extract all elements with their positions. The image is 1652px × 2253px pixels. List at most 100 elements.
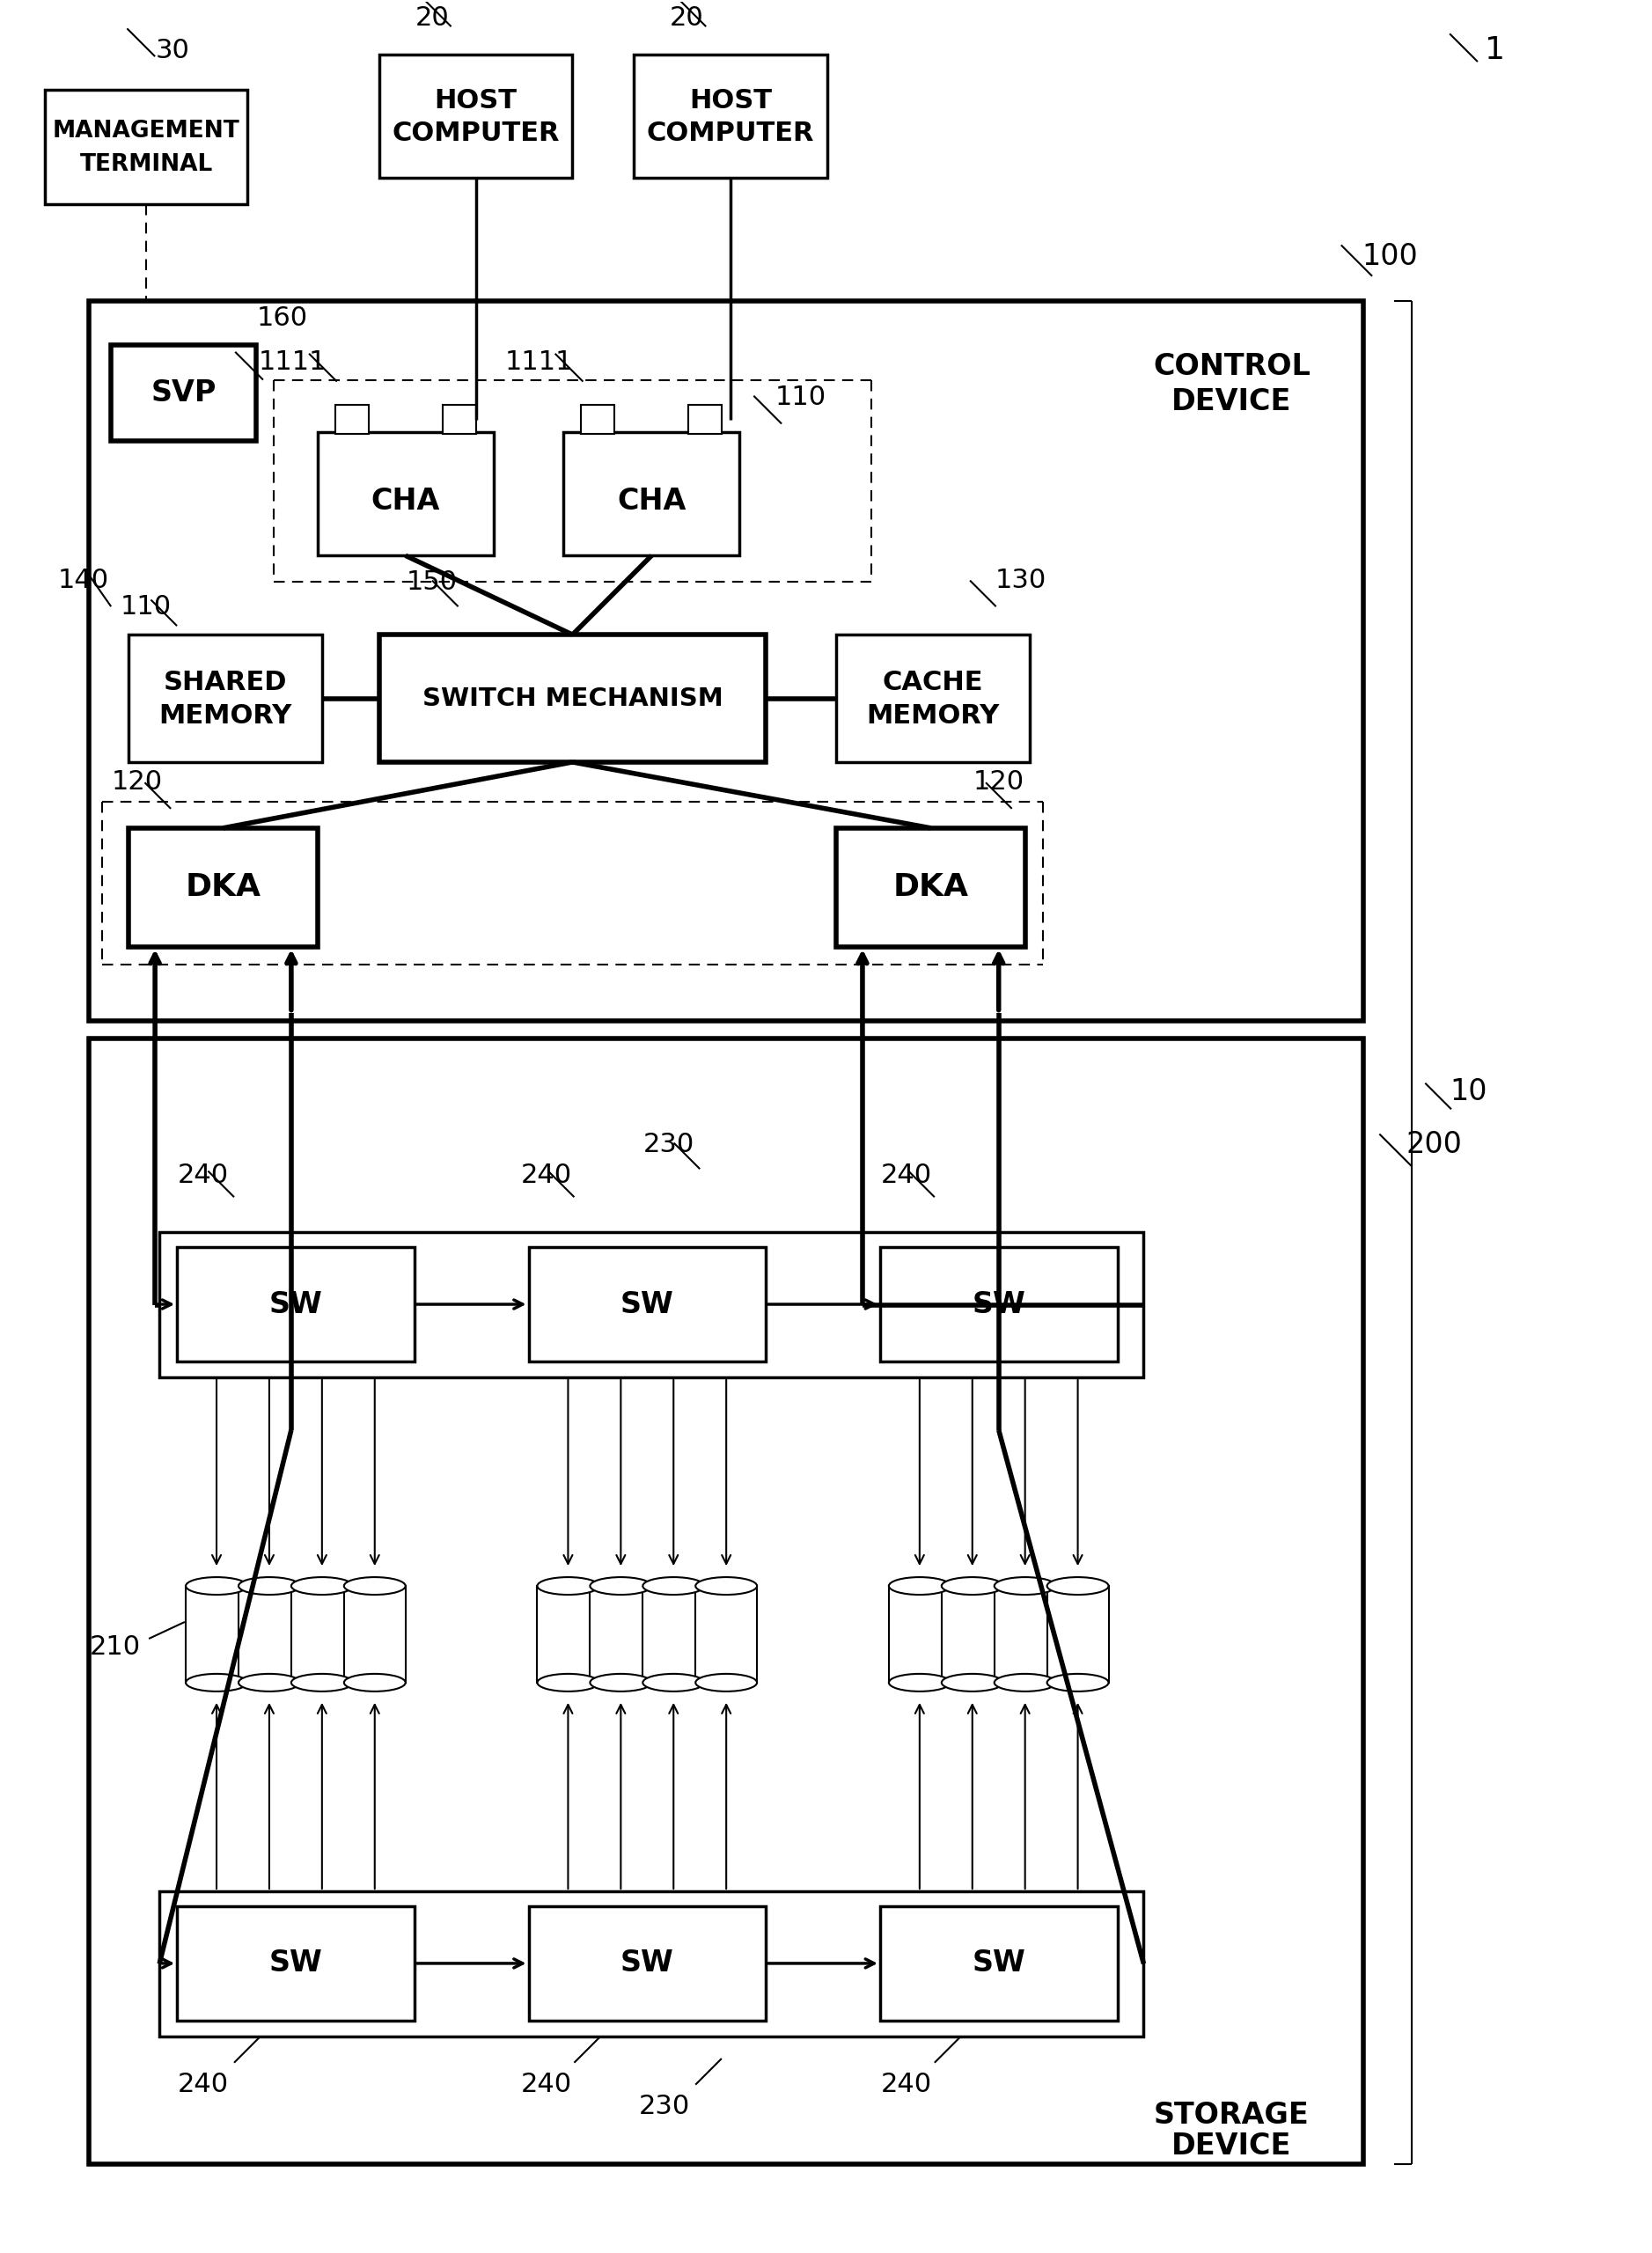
Text: TERMINAL: TERMINAL	[79, 153, 213, 176]
Text: 210: 210	[89, 1636, 140, 1660]
Bar	[317, 433, 494, 556]
Bar	[129, 635, 322, 762]
Bar	[45, 90, 248, 205]
Text: 240: 240	[881, 2073, 932, 2098]
Text: SW: SW	[269, 1289, 322, 1318]
Text: SW: SW	[971, 1949, 1026, 1978]
Text: SHARED: SHARED	[164, 669, 287, 696]
Ellipse shape	[942, 1674, 1003, 1692]
Bar	[89, 300, 1363, 1021]
Text: 1: 1	[1485, 36, 1505, 65]
Ellipse shape	[291, 1674, 354, 1692]
Bar	[129, 829, 317, 946]
Text: SW: SW	[621, 1949, 674, 1978]
Ellipse shape	[995, 1577, 1056, 1595]
Bar	[634, 54, 828, 178]
Text: 160: 160	[256, 306, 307, 331]
Text: 100: 100	[1361, 243, 1417, 270]
Ellipse shape	[537, 1674, 598, 1692]
Text: 10: 10	[1450, 1077, 1487, 1106]
Text: 130: 130	[995, 568, 1046, 593]
Text: 1111: 1111	[506, 349, 573, 374]
Bar	[695, 1586, 757, 1683]
Text: SW: SW	[621, 1289, 674, 1318]
Ellipse shape	[643, 1674, 704, 1692]
Bar	[995, 1586, 1056, 1683]
Text: DKA: DKA	[892, 872, 968, 901]
Bar	[111, 345, 256, 442]
Ellipse shape	[185, 1674, 248, 1692]
Bar	[563, 433, 740, 556]
Bar	[378, 635, 767, 762]
Bar	[529, 1248, 767, 1361]
Ellipse shape	[995, 1674, 1056, 1692]
Ellipse shape	[1047, 1674, 1108, 1692]
Bar	[344, 1586, 405, 1683]
Bar	[185, 1586, 248, 1683]
Text: DEVICE: DEVICE	[1171, 388, 1292, 417]
Text: 1111: 1111	[259, 349, 327, 374]
Text: 20: 20	[669, 5, 704, 32]
Ellipse shape	[889, 1674, 950, 1692]
Text: HOST: HOST	[434, 88, 517, 113]
Bar	[881, 1906, 1117, 2021]
Text: MANAGEMENT: MANAGEMENT	[53, 119, 240, 142]
Text: SW: SW	[971, 1289, 1026, 1318]
Ellipse shape	[238, 1674, 301, 1692]
Text: 120: 120	[112, 771, 164, 795]
Bar	[942, 1586, 1003, 1683]
Ellipse shape	[695, 1674, 757, 1692]
Text: MEMORY: MEMORY	[159, 703, 292, 728]
Bar	[443, 406, 476, 435]
Ellipse shape	[590, 1577, 651, 1595]
Text: DKA: DKA	[185, 872, 261, 901]
Bar	[177, 1906, 415, 2021]
Text: SVP: SVP	[150, 379, 216, 408]
Text: 240: 240	[178, 1163, 230, 1187]
Ellipse shape	[590, 1674, 651, 1692]
Bar	[889, 1586, 950, 1683]
Bar	[159, 1890, 1143, 2037]
Bar	[159, 1232, 1143, 1377]
Ellipse shape	[695, 1577, 757, 1595]
Bar	[1047, 1586, 1108, 1683]
Bar	[836, 829, 1024, 946]
Ellipse shape	[291, 1577, 354, 1595]
Text: 120: 120	[973, 771, 1024, 795]
Bar	[238, 1586, 301, 1683]
Ellipse shape	[344, 1577, 405, 1595]
Bar	[836, 635, 1029, 762]
Text: DEVICE: DEVICE	[1171, 2131, 1292, 2161]
Bar	[643, 1586, 704, 1683]
Text: CHA: CHA	[618, 487, 686, 516]
Text: 200: 200	[1406, 1129, 1462, 1158]
Text: 240: 240	[178, 2073, 230, 2098]
Text: 30: 30	[155, 38, 190, 63]
Text: HOST: HOST	[689, 88, 771, 113]
Bar	[335, 406, 368, 435]
Text: 230: 230	[639, 2093, 691, 2120]
Text: 110: 110	[121, 595, 172, 620]
Text: CHA: CHA	[372, 487, 439, 516]
Text: 140: 140	[58, 568, 109, 593]
Text: 110: 110	[775, 385, 826, 410]
Text: 150: 150	[406, 570, 458, 595]
Text: COMPUTER: COMPUTER	[392, 122, 560, 146]
Bar	[177, 1248, 415, 1361]
Ellipse shape	[238, 1577, 301, 1595]
Ellipse shape	[1047, 1577, 1108, 1595]
Bar	[689, 406, 722, 435]
Bar	[881, 1248, 1117, 1361]
Bar	[537, 1586, 598, 1683]
Ellipse shape	[942, 1577, 1003, 1595]
Text: 230: 230	[644, 1131, 695, 1158]
Text: 20: 20	[415, 5, 449, 32]
Text: STORAGE: STORAGE	[1153, 2100, 1310, 2129]
Bar	[89, 1039, 1363, 2163]
Bar	[529, 1906, 767, 2021]
Text: SWITCH MECHANISM: SWITCH MECHANISM	[421, 687, 724, 710]
Text: SW: SW	[269, 1949, 322, 1978]
Bar	[378, 54, 573, 178]
Text: 240: 240	[520, 2073, 572, 2098]
Ellipse shape	[643, 1577, 704, 1595]
